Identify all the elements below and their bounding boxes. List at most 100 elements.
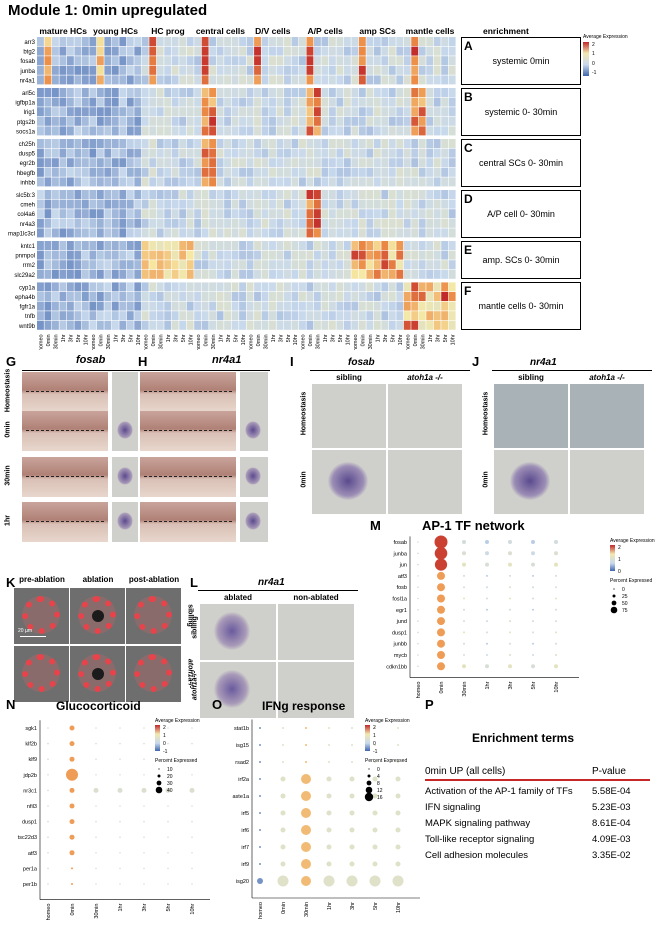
heatmap-cell (433, 116, 441, 126)
heatmap-cell (239, 97, 246, 107)
heatmap-cell (74, 116, 82, 126)
neuromast-stain (214, 670, 250, 708)
heatmap-cell (74, 301, 82, 311)
heatmap-cell (104, 56, 112, 66)
heatmap-gene-label: arr3 (24, 40, 35, 46)
heatmap-cell (291, 292, 299, 301)
ablation-hole (92, 610, 104, 622)
heatmap-cell (201, 126, 209, 136)
heatmap-cell (194, 292, 202, 301)
neuromast-stain (245, 467, 261, 485)
in-situ-image (570, 384, 644, 448)
heatmap-cell (134, 177, 142, 187)
heatmap-cell (343, 37, 351, 46)
dotplot-dot (141, 787, 147, 793)
heatmap-cell (111, 167, 119, 177)
dotplot-legend-size-dot (368, 768, 370, 770)
heatmap-cell (134, 320, 142, 330)
heatmap-timepoint-label: 10hr (84, 334, 90, 345)
heatmap-cell (299, 218, 306, 228)
heatmap-cell (336, 75, 344, 85)
heatmap-cell (299, 158, 306, 168)
panel-k-letter: K (6, 575, 16, 590)
heatmap-cell (231, 167, 239, 177)
heatmap-cell (59, 116, 67, 126)
heatmap-gene-label: col4a6 (17, 212, 35, 218)
heatmap-cell (44, 269, 52, 279)
heatmap-cell (388, 107, 396, 117)
heatmap-cell (388, 56, 396, 66)
heatmap-cell (201, 65, 209, 75)
heatmap-cell (134, 46, 142, 56)
heatmap-timepoint-label: 5hr (443, 334, 449, 342)
heatmap-cell (366, 56, 374, 66)
heatmap-cell (373, 65, 381, 75)
heatmap-cell (433, 292, 441, 301)
heatmap-cell (284, 241, 291, 250)
heatmap-cell (373, 126, 381, 136)
heatmap-timepoint-label: 30min (421, 334, 427, 349)
heatmap-cell (284, 190, 291, 199)
dotplot-dot (417, 541, 419, 543)
heatmap-cell (186, 65, 194, 75)
heatmap-cell (403, 311, 411, 321)
heatmap-cell (291, 46, 299, 56)
enrichment-col-term: 0min UP (all cells) (425, 766, 506, 777)
confocal-image (70, 588, 125, 644)
heatmap-cell (388, 301, 396, 311)
heatmap-cell (366, 250, 374, 260)
heatmap-gene-label: dusp5 (19, 152, 36, 158)
dotplot-dot (259, 727, 261, 729)
heatmap-cell (299, 311, 306, 321)
enrichment-table-row: Toll-like receptor signaling 4.09E-03 (425, 834, 650, 845)
heatmap-cell (141, 37, 149, 46)
heatmap-cell (284, 250, 291, 260)
heatmap-cell (411, 75, 419, 85)
in-situ-image (278, 662, 354, 718)
heatmap-cell (351, 218, 359, 228)
heatmap-gene-label: ch25h (19, 142, 35, 148)
heatmap-cell (388, 65, 396, 75)
panel-m-letter: M (370, 518, 381, 533)
lateral-line-dashes (144, 521, 232, 522)
heatmap-cell (336, 37, 344, 46)
heatmap-cell (111, 190, 119, 199)
dotplot-dot (485, 562, 489, 567)
heatmap-cell (44, 37, 52, 46)
heatmap-cell (37, 260, 44, 270)
heatmap-cell (126, 218, 134, 228)
heatmap-cell (441, 209, 449, 219)
heatmap-cell (51, 56, 59, 66)
heatmap-cell (44, 311, 52, 321)
heatmap-cell (51, 228, 59, 238)
heatmap-cell (284, 37, 291, 46)
heatmap-cell (186, 301, 194, 311)
heatmap-cell (411, 167, 419, 177)
heatmap-cell (254, 301, 261, 311)
heatmap-cell (418, 97, 426, 107)
heatmap-timepoint-label: 5hr (391, 334, 397, 342)
dotplot-dot (532, 608, 534, 611)
heatmap-cell (51, 241, 59, 250)
heatmap-cell (254, 97, 261, 107)
heatmap-cell (186, 158, 194, 168)
heatmap-cell (66, 167, 74, 177)
heatmap-cell (336, 199, 344, 209)
dotplot-dot (47, 789, 49, 792)
heatmap-cell (164, 88, 172, 97)
heatmap-cell (66, 88, 74, 97)
dotplot-dot (95, 852, 97, 854)
heatmap-cell (59, 320, 67, 330)
dotplot-dot (167, 805, 169, 807)
heatmap-cell (96, 56, 104, 66)
heatmap-cell (373, 56, 381, 66)
dotplot-dot (280, 844, 286, 850)
dotplot-dot (328, 727, 330, 729)
panel-o-title: IFNg response (262, 699, 346, 713)
heatmap-cell (171, 88, 179, 97)
heatmap-cell (194, 260, 202, 270)
heatmap-cell (134, 190, 142, 199)
enrichment-box-letter: B (464, 90, 473, 104)
dotplot-dot (191, 883, 193, 885)
heatmap-cell (381, 75, 389, 85)
